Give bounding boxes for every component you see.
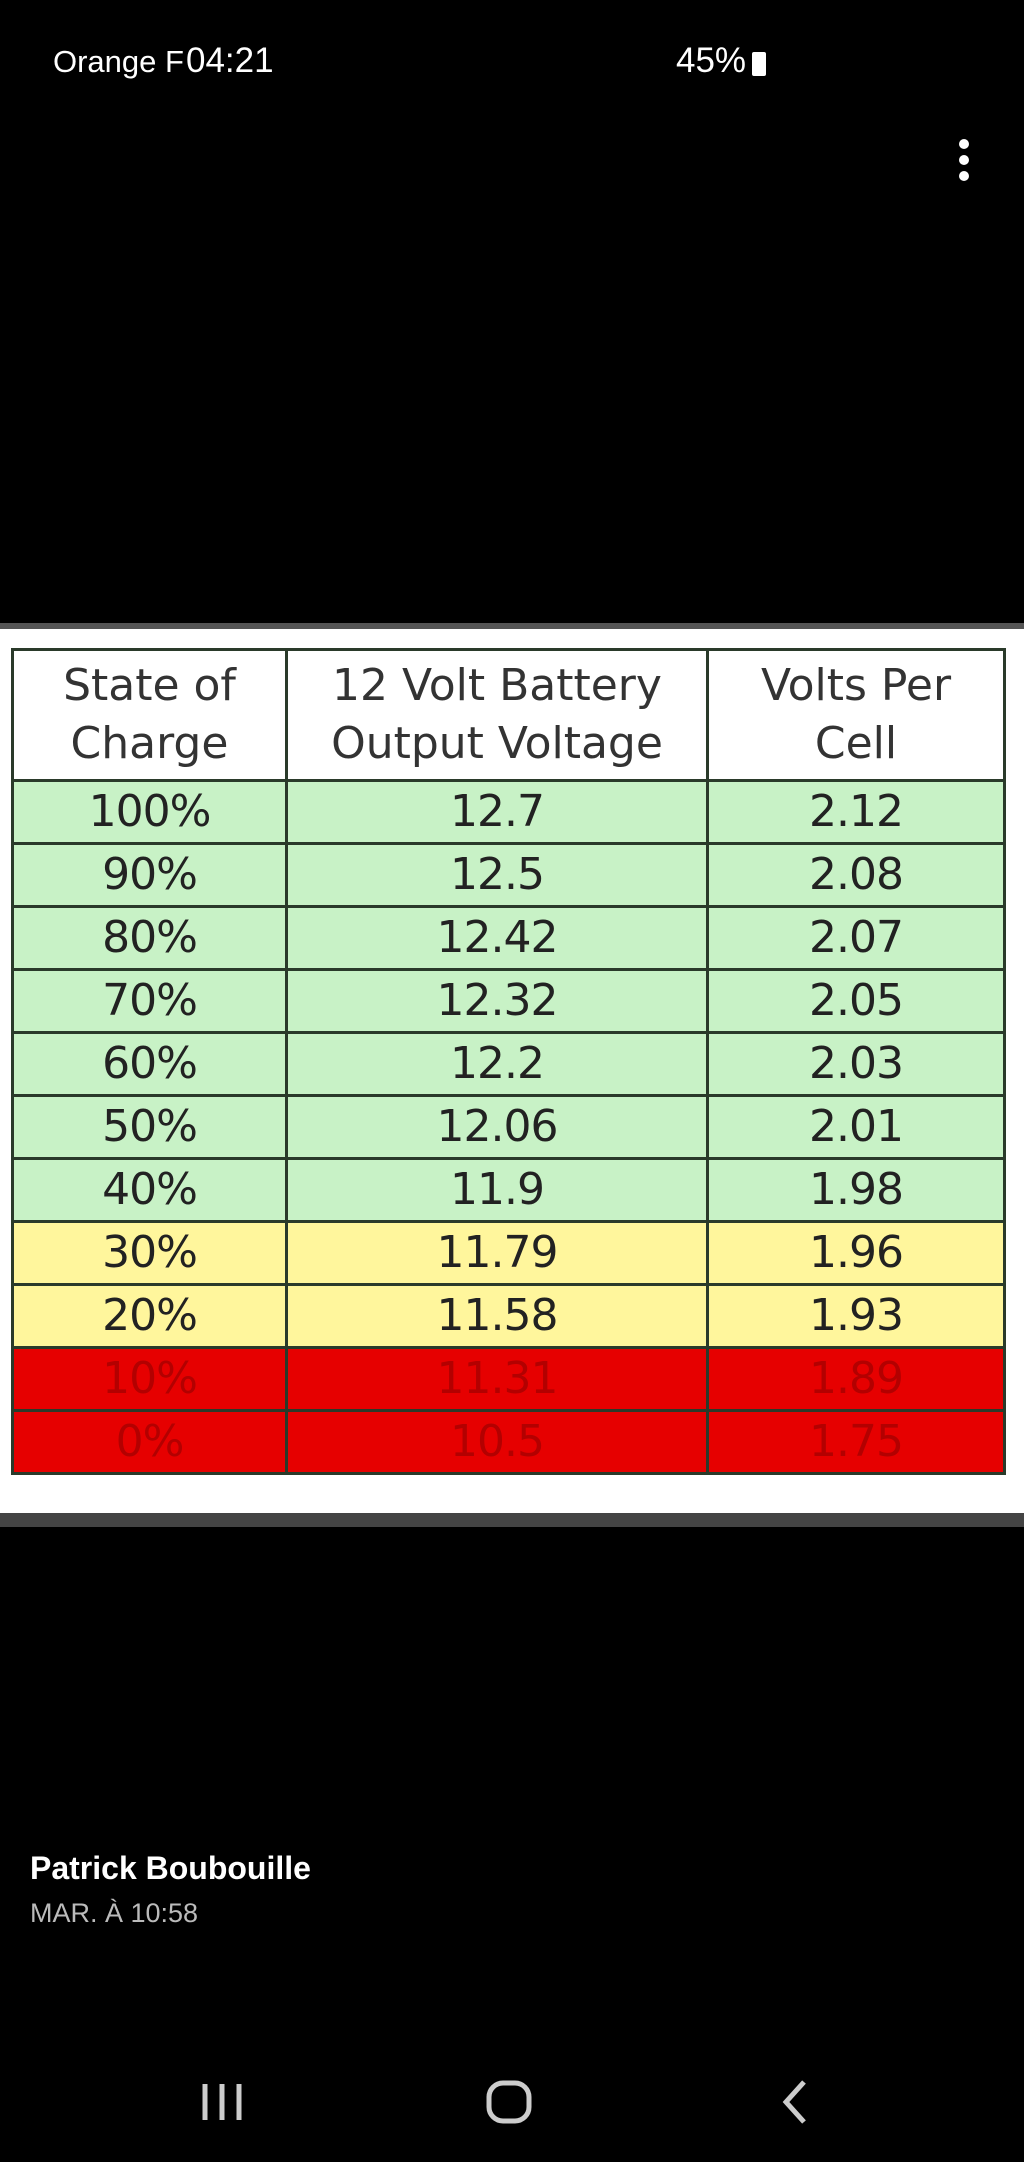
menu-button[interactable] — [948, 130, 980, 190]
table-row: 10% 11.31 1.89 — [11, 1346, 1006, 1412]
table-cell: 1.93 — [706, 1283, 1006, 1349]
table-row: 70% 12.32 2.05 — [11, 968, 1006, 1034]
table-row: 100% 12.7 2.12 — [11, 779, 1006, 845]
battery-icon — [752, 52, 766, 76]
clock: 04:21 — [186, 41, 274, 80]
table-cell: 1.98 — [706, 1157, 1006, 1223]
menu-dot — [959, 155, 969, 165]
table-row: 40% 11.9 1.98 — [11, 1157, 1006, 1223]
back-button[interactable] — [782, 2080, 806, 2124]
table-row: 50% 12.06 2.01 — [11, 1094, 1006, 1160]
table-row: 80% 12.42 2.07 — [11, 905, 1006, 971]
table-cell: 11.31 — [285, 1346, 709, 1412]
table-cell: 12.06 — [285, 1094, 709, 1160]
battery-level: 45% — [676, 41, 747, 80]
table-cell: 10% — [11, 1346, 288, 1412]
column-header: State of Charge — [11, 648, 288, 782]
table-cell: 60% — [11, 1031, 288, 1097]
table-cell: 40% — [11, 1157, 288, 1223]
table-cell: 2.01 — [706, 1094, 1006, 1160]
nav-bar — [202, 2080, 806, 2124]
table-cell: 2.12 — [706, 779, 1006, 845]
table-cell: 1.75 — [706, 1409, 1006, 1475]
column-header: Volts Per Cell — [706, 648, 1006, 782]
table-row: 0% 10.5 1.75 — [11, 1409, 1006, 1475]
table-cell: 12.7 — [285, 779, 709, 845]
table-cell: 1.96 — [706, 1220, 1006, 1286]
table-cell: 70% — [11, 968, 288, 1034]
carrier: Orange F — [53, 44, 184, 79]
table-row: 90% 12.5 2.08 — [11, 842, 1006, 908]
home-button[interactable] — [486, 2080, 532, 2124]
table-cell: 12.42 — [285, 905, 709, 971]
table-cell: 12.2 — [285, 1031, 709, 1097]
post-date: MAR. À 10:58 — [30, 1898, 199, 1928]
table-cell: 12.5 — [285, 842, 709, 908]
table-cell: 100% — [11, 779, 288, 845]
table-cell: 0% — [11, 1409, 288, 1475]
table-cell: 2.07 — [706, 905, 1006, 971]
table-cell: 90% — [11, 842, 288, 908]
column-header: 12 Volt Battery Output Voltage — [285, 648, 709, 782]
table-cell: 11.79 — [285, 1220, 709, 1286]
menu-dot — [959, 139, 969, 149]
table-cell: 11.58 — [285, 1283, 709, 1349]
menu-dot — [959, 171, 969, 181]
table-cell: 10.5 — [285, 1409, 709, 1475]
battery-table: State of Charge 12 Volt Battery Output Vo… — [11, 648, 1006, 1475]
table-row: 30% 11.79 1.96 — [11, 1220, 1006, 1286]
table-cell: 1.89 — [706, 1346, 1006, 1412]
recents-button[interactable] — [202, 2084, 242, 2120]
table-row: 20% 11.58 1.93 — [11, 1283, 1006, 1349]
table-cell: 11.9 — [285, 1157, 709, 1223]
table-row: 60% 12.2 2.03 — [11, 1031, 1006, 1097]
table-cell: 50% — [11, 1094, 288, 1160]
table-cell: 30% — [11, 1220, 288, 1286]
table-cell: 20% — [11, 1283, 288, 1349]
table-cell: 2.05 — [706, 968, 1006, 1034]
table-cell: 80% — [11, 905, 288, 971]
photo[interactable]: State of Charge 12 Volt Battery Output Vo… — [0, 623, 1024, 1527]
table-cell: 12.32 — [285, 968, 709, 1034]
table-cell: 2.08 — [706, 842, 1006, 908]
table-cell: 2.03 — [706, 1031, 1006, 1097]
post-author[interactable]: Patrick Boubouille — [30, 1850, 311, 1886]
